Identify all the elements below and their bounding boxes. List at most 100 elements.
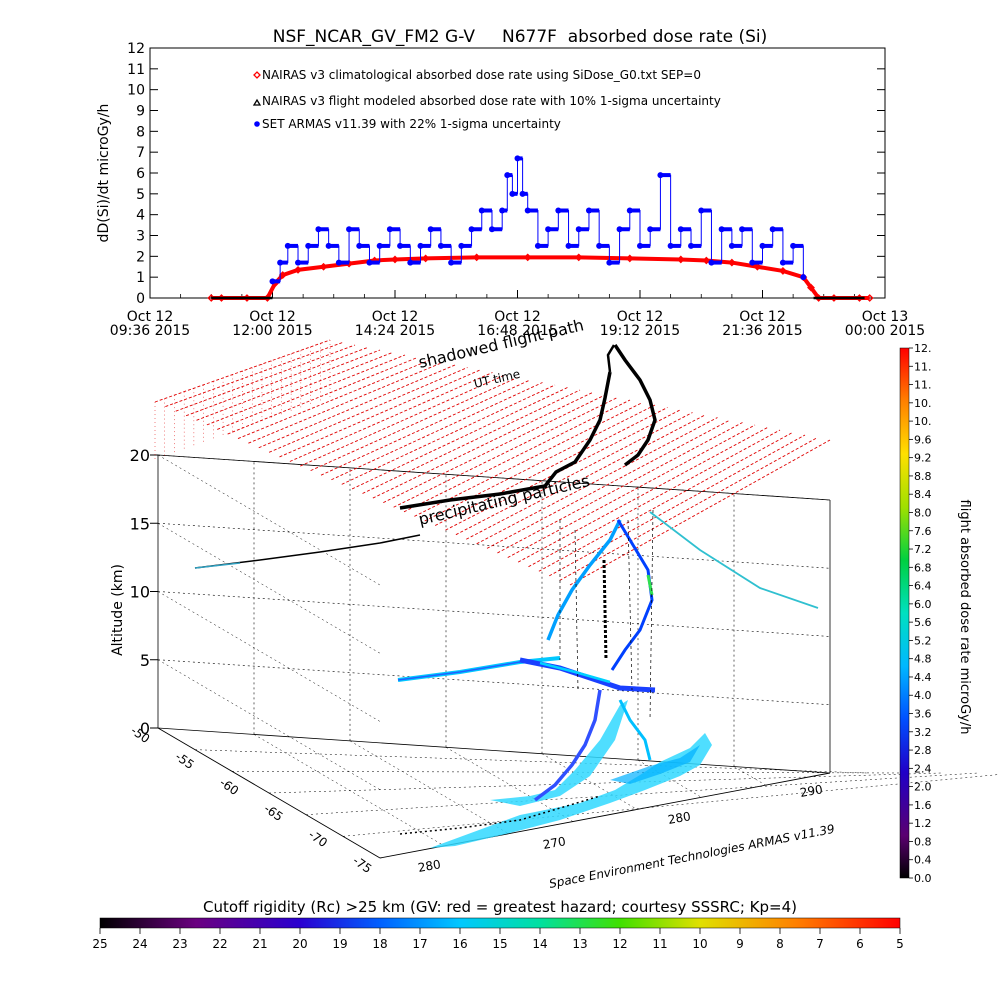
colorbar-tick-label: 3.6 [914, 708, 932, 721]
cutoff-tick-label: 20 [292, 937, 307, 951]
track-left-high-color [194, 562, 241, 569]
blue-series-point [657, 172, 664, 179]
floor-grid-lat [268, 772, 942, 794]
red-series-point [523, 253, 532, 262]
ground-track-line [399, 795, 601, 835]
shadow-path-high [613, 344, 657, 467]
mesh-line [289, 372, 493, 462]
blue-series-point [488, 226, 495, 233]
cutoff-tick-label: 15 [492, 937, 507, 951]
cutoff-tick-label: 10 [692, 937, 707, 951]
x-tick-label-time: 14:24 2015 [355, 323, 435, 339]
colorbar-tick-label: 2.0 [914, 781, 932, 794]
colorbar-tick-label: 1.2 [914, 817, 932, 830]
cutoff-tick-label: 14 [532, 937, 547, 951]
colorbar-tick-label: 3.2 [914, 726, 932, 739]
legend: NAIRAS v3 climatological absorbed dose r… [252, 68, 721, 131]
red-series-point [807, 283, 815, 292]
y-tick-label: 9 [136, 104, 145, 120]
red-series-point [472, 253, 481, 262]
colorbar-tick-label: 6.4 [914, 580, 932, 593]
side-wall-grid [157, 591, 381, 722]
colorbar-tick-label: 9.2 [914, 452, 932, 465]
blue-series-point [325, 242, 332, 249]
mesh-line [538, 432, 793, 572]
colorbar-tick-label: 11. [914, 379, 932, 392]
red-series-point [574, 253, 583, 262]
blue-series-point [346, 226, 353, 233]
ground-shadow-core [610, 745, 700, 784]
mesh-line [383, 394, 606, 504]
x-tick-label-date: Oct 12 [127, 309, 173, 325]
mesh-line [393, 397, 618, 508]
legend-marker-black-triangle [252, 98, 262, 106]
red-series-point [676, 255, 685, 264]
legend-marker-blue-dot [254, 121, 260, 127]
lon-tick-label: 290 [799, 782, 824, 800]
colorbar-tick-label: 10. [914, 397, 932, 410]
lon-tick-label: 280 [417, 857, 442, 875]
blue-series-point [667, 242, 674, 249]
cutoff-tick-label: 9 [736, 937, 744, 951]
colorbar-tick-label: 7.6 [914, 525, 932, 538]
vertical-drop-line-4 [649, 509, 654, 721]
vertical-drop-line-3 [627, 519, 633, 691]
lon-axis-ticks: 280 270 280 290 [417, 782, 824, 875]
colorbar-tick-label: 2.4 [914, 762, 932, 775]
floor-grid-lat [305, 772, 979, 815]
colorbar-tick-label: 1.6 [914, 799, 932, 812]
mesh-line [559, 437, 818, 581]
mesh-line [165, 342, 343, 407]
series-armas [269, 155, 807, 285]
mesh-line [227, 357, 418, 435]
x-tick-label-date: Oct 12 [249, 309, 295, 325]
credit-text: Space Environment Technologies ARMAS v11… [548, 822, 836, 891]
z-tick-label: 20 [130, 446, 150, 465]
blue-series-point [519, 190, 526, 197]
blue-series-point [800, 274, 807, 281]
blue-series-point [478, 207, 485, 214]
x-tick-label-time: 12:00 2015 [232, 323, 312, 339]
dose-rate-chart: NSF_NCAR_GV_FM2 G-V N677F absorbed dose … [96, 27, 925, 339]
dose-colorbar: 0.0 0.4 0.8 1.2 1.6 2.0 2.4 2.8 3.2 3.6 4.0 4.4 4.8 5… [899, 342, 972, 885]
blue-series-point [728, 242, 735, 249]
cutoff-tick-label: 18 [372, 937, 387, 951]
blue-series-point [585, 207, 592, 214]
cutoff-tick-label: 16 [452, 937, 467, 951]
side-wall-grid [157, 523, 381, 654]
shadow-path-low [399, 371, 612, 510]
blue-series-point [749, 259, 756, 266]
red-series-point [319, 262, 328, 271]
mesh-line [248, 362, 443, 444]
red-series-point [865, 294, 874, 302]
blue-series-point [468, 226, 475, 233]
mesh-line [424, 404, 656, 522]
red-series-point [727, 258, 736, 267]
cutoff-rigidity-mesh [154, 339, 831, 586]
lat-tick-label: -55 [173, 749, 197, 772]
floor-grid-lat [194, 749, 868, 774]
mesh-line [206, 352, 393, 426]
y-axis-label: dD(Si)/dt microGy/h [96, 104, 112, 243]
mesh-line [237, 359, 431, 440]
mesh-line [310, 377, 518, 472]
blue-series-point [356, 242, 363, 249]
cutoff-tick-label: 21 [252, 937, 267, 951]
colorbar-tick-label: 6.8 [914, 561, 932, 574]
floor-grid-lon [541, 753, 638, 810]
y-tick-label: 0 [136, 291, 145, 307]
blue-series-point [565, 242, 572, 249]
colorbar-tick-label: 4.8 [914, 653, 932, 666]
red-series-point [278, 271, 287, 280]
blue-series-point [448, 259, 455, 266]
blue-series-point [397, 242, 404, 249]
y-tick-label: 3 [136, 229, 145, 245]
z-tick-label: 5 [140, 651, 150, 670]
dose-colorbar-label: flight absorbed dose rate microGy/h [957, 500, 972, 735]
colorbar-tick-label: 4.0 [914, 689, 932, 702]
red-series-line [211, 255, 870, 300]
track-mid-cluster-highlight [539, 661, 611, 684]
